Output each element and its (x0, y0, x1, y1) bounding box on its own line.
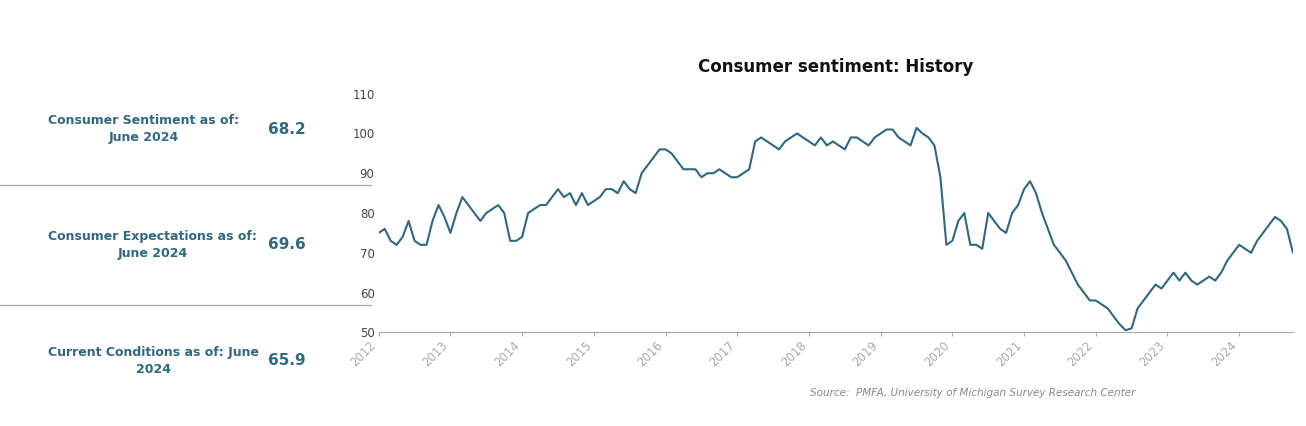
Text: Current Conditions as of: June
2024: Current Conditions as of: June 2024 (48, 346, 260, 376)
Text: 65.9: 65.9 (268, 353, 306, 368)
Text: Consumer sentiment: History: Consumer sentiment: History (699, 58, 973, 76)
Text: Consumer Expectations as of:
June 2024: Consumer Expectations as of: June 2024 (48, 230, 257, 260)
Text: 69.6: 69.6 (268, 237, 306, 253)
Text: Source:  PMFA, University of Michigan Survey Research Center: Source: PMFA, University of Michigan Sur… (810, 388, 1136, 398)
Text: UNIVERSITY OF MICHIGAN CONSUMER SENTIMENT: UNIVERSITY OF MICHIGAN CONSUMER SENTIMEN… (281, 19, 1025, 45)
Text: 68.2: 68.2 (268, 121, 306, 137)
Text: Consumer Sentiment as of:
June 2024: Consumer Sentiment as of: June 2024 (48, 114, 239, 144)
